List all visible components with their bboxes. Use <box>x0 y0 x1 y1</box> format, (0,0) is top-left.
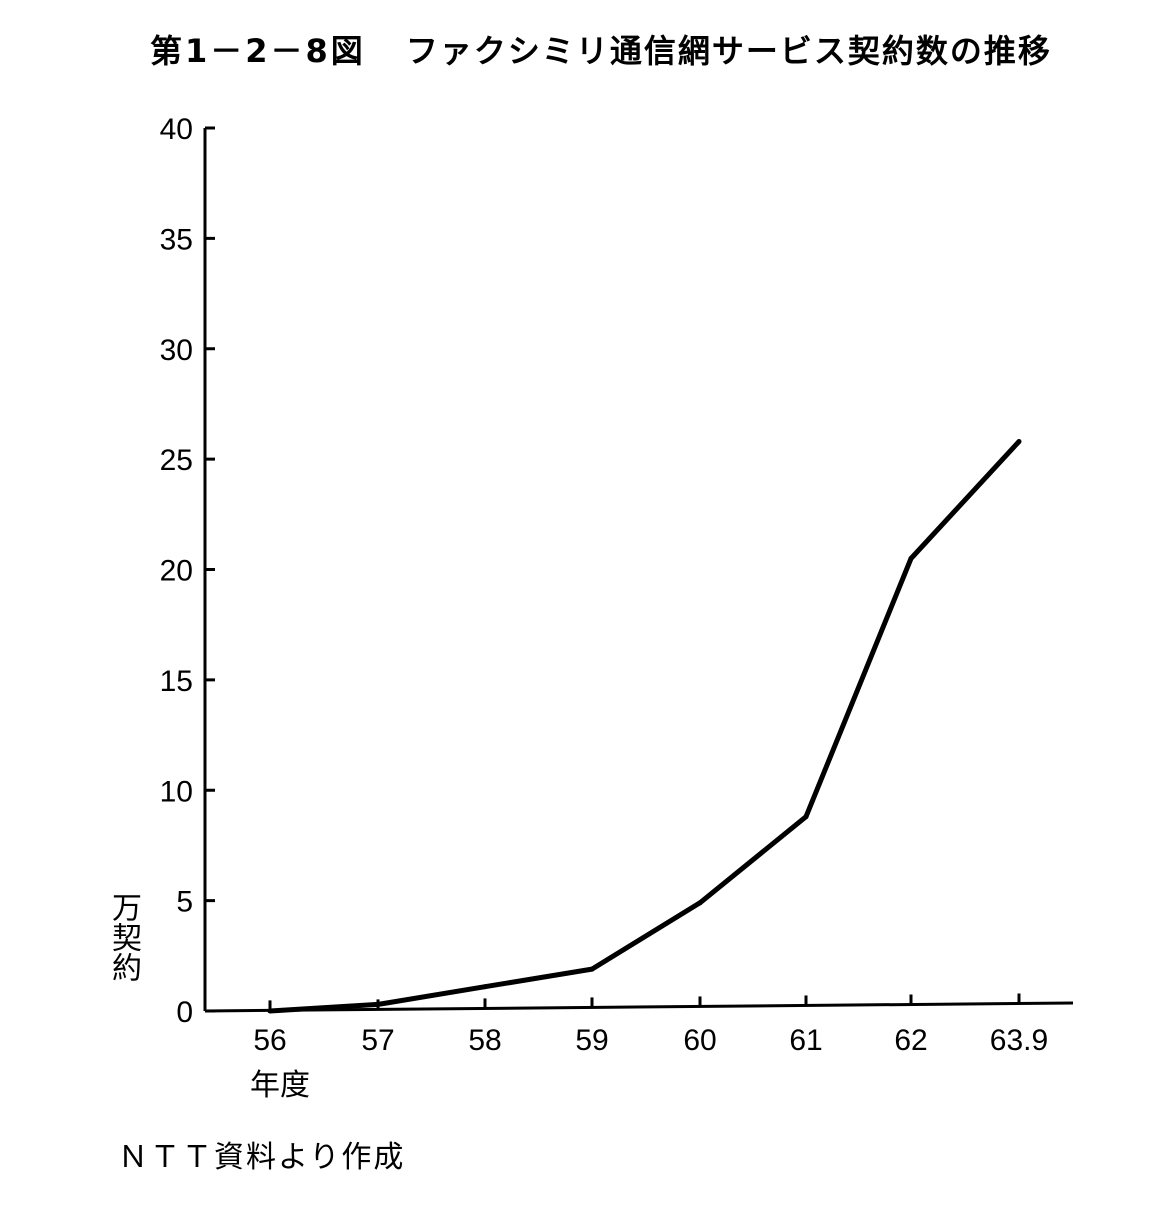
y-tick-label: 40 <box>160 113 193 146</box>
y-tick-label: 25 <box>160 444 193 477</box>
y-axis-ticks: 0 5 10 15 20 25 30 35 40 <box>160 113 215 1029</box>
x-tick-label: 59 <box>575 1024 608 1057</box>
data-point <box>589 966 595 972</box>
y-tick-label: 15 <box>160 665 193 698</box>
y-tick-label: 0 <box>176 996 193 1029</box>
x-tick-label: 60 <box>683 1024 716 1057</box>
x-axis-ticks: 56 57 58 59 60 61 62 63.9 <box>253 993 1048 1057</box>
chart-axes <box>203 128 1074 1013</box>
series-group <box>267 439 1022 1014</box>
series-line <box>269 439 1021 1014</box>
data-point <box>803 814 809 820</box>
data-point <box>908 556 914 561</box>
y-tick-label: 35 <box>160 223 193 256</box>
data-point <box>1016 439 1022 444</box>
data-point <box>482 984 488 990</box>
data-point <box>375 1001 381 1007</box>
data-point <box>697 900 703 906</box>
data-point <box>267 1008 273 1014</box>
figure-title-text: ファクシミリ通信網サービス契約数の推移 <box>405 32 1052 70</box>
x-tick-label: 58 <box>468 1024 501 1057</box>
y-tick-label: 20 <box>160 555 193 588</box>
source-note: ＮＴＴ資料より作成 <box>118 1140 406 1175</box>
y-tick-label: 30 <box>160 334 193 367</box>
x-tick-label: 56 <box>253 1024 286 1057</box>
x-tick-label: 61 <box>789 1024 822 1057</box>
y-tick-label: 10 <box>160 775 193 808</box>
y-axis-label: 万契約 <box>106 892 141 982</box>
x-tick-label: 63.9 <box>990 1024 1048 1057</box>
figure-title: 第1－2－8図 ファクシミリ通信網サービス契約数の推移 <box>150 26 1052 72</box>
y-tick-label: 5 <box>176 886 193 919</box>
x-tick-label: 62 <box>894 1024 927 1057</box>
x-axis-label: 年度 <box>250 1068 310 1103</box>
figure-number: 第1－2－8図 <box>150 32 366 70</box>
x-axis-line <box>204 1001 1074 1013</box>
x-tick-label: 57 <box>361 1024 394 1057</box>
